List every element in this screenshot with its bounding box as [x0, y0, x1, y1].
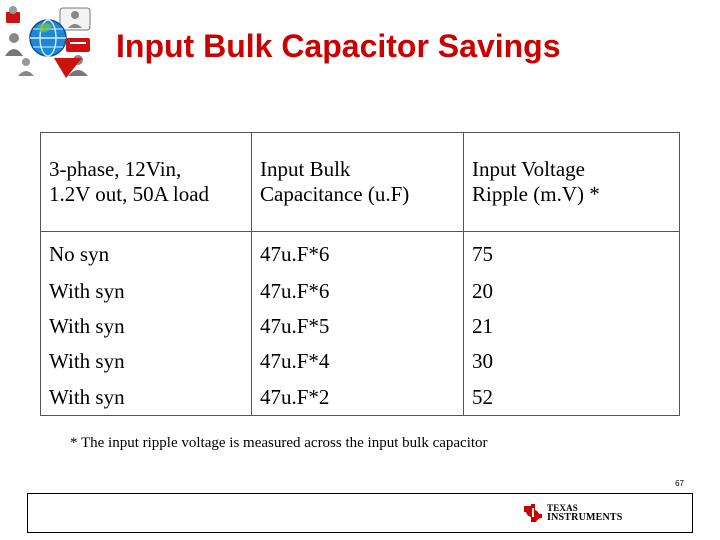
table-row: No syn 47u.F*6 75: [40, 231, 680, 274]
table-cell: 47u.F*5: [251, 309, 464, 344]
footnote: * The input ripple voltage is measured a…: [70, 435, 488, 451]
table-row: With syn 47u.F*4 30: [40, 344, 680, 379]
table-cell: 52: [463, 379, 680, 416]
capacitor-savings-table: 3-phase, 12Vin, 1.2V out, 50A load Input…: [40, 132, 680, 416]
header-cell-condition: 3-phase, 12Vin, 1.2V out, 50A load: [40, 132, 252, 232]
table-cell: 47u.F*6: [251, 231, 464, 274]
table-cell: 20: [463, 274, 680, 309]
table-cell: With syn: [40, 344, 252, 379]
table-cell: With syn: [40, 309, 252, 344]
table-row: With syn 47u.F*6 20: [40, 274, 680, 309]
table-cell: 30: [463, 344, 680, 379]
table-row: With syn 47u.F*2 52: [40, 379, 680, 416]
table-cell: 21: [463, 309, 680, 344]
table-cell: With syn: [40, 274, 252, 309]
ti-brand-text: TEXAS INSTRUMENTS: [547, 503, 623, 523]
page-number: 67: [675, 479, 684, 488]
ti-logo: TEXAS INSTRUMENTS: [522, 502, 623, 524]
ti-bug-icon: [524, 504, 542, 522]
table-cell: 75: [463, 231, 680, 274]
header-cell-capacitance: Input Bulk Capacitance (u.F): [251, 132, 464, 232]
table-cell: 47u.F*2: [251, 379, 464, 416]
table-cell: 47u.F*4: [251, 344, 464, 379]
people-globe-logo-icon: [5, 6, 91, 78]
table-row: With syn 47u.F*5 21: [40, 309, 680, 344]
table-cell: With syn: [40, 379, 252, 416]
table-cell: No syn: [40, 231, 252, 274]
header-cell-ripple: Input Voltage Ripple (m.V) *: [463, 132, 680, 232]
footer-bar: TEXAS INSTRUMENTS: [27, 493, 693, 533]
table-cell: 47u.F*6: [251, 274, 464, 309]
slide-title: Input Bulk Capacitor Savings: [116, 28, 561, 64]
table-header-row: 3-phase, 12Vin, 1.2V out, 50A load Input…: [40, 132, 680, 232]
